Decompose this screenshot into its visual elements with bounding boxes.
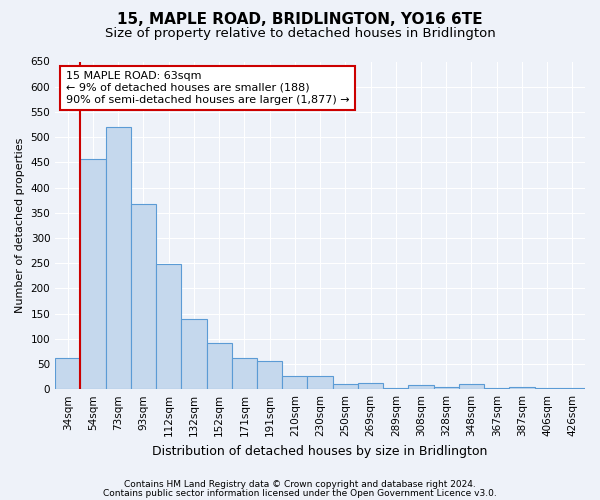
- Bar: [383, 388, 409, 389]
- Bar: [131, 204, 156, 389]
- Bar: [257, 362, 282, 389]
- Bar: [282, 376, 307, 389]
- Bar: [509, 386, 535, 389]
- Bar: [232, 358, 257, 389]
- X-axis label: Distribution of detached houses by size in Bridlington: Distribution of detached houses by size …: [152, 444, 488, 458]
- Bar: [409, 385, 434, 389]
- Bar: [181, 318, 206, 389]
- Bar: [358, 383, 383, 389]
- Text: Size of property relative to detached houses in Bridlington: Size of property relative to detached ho…: [104, 28, 496, 40]
- Bar: [156, 264, 181, 389]
- Bar: [434, 386, 459, 389]
- Text: Contains HM Land Registry data © Crown copyright and database right 2024.: Contains HM Land Registry data © Crown c…: [124, 480, 476, 489]
- Text: 15 MAPLE ROAD: 63sqm
← 9% of detached houses are smaller (188)
90% of semi-detac: 15 MAPLE ROAD: 63sqm ← 9% of detached ho…: [66, 72, 349, 104]
- Bar: [206, 344, 232, 389]
- Bar: [560, 388, 585, 389]
- Bar: [106, 126, 131, 389]
- Bar: [459, 384, 484, 389]
- Bar: [307, 376, 332, 389]
- Text: Contains public sector information licensed under the Open Government Licence v3: Contains public sector information licen…: [103, 488, 497, 498]
- Y-axis label: Number of detached properties: Number of detached properties: [15, 138, 25, 313]
- Bar: [484, 388, 509, 389]
- Bar: [80, 159, 106, 389]
- Bar: [332, 384, 358, 389]
- Text: 15, MAPLE ROAD, BRIDLINGTON, YO16 6TE: 15, MAPLE ROAD, BRIDLINGTON, YO16 6TE: [117, 12, 483, 28]
- Bar: [535, 388, 560, 389]
- Bar: [55, 358, 80, 389]
